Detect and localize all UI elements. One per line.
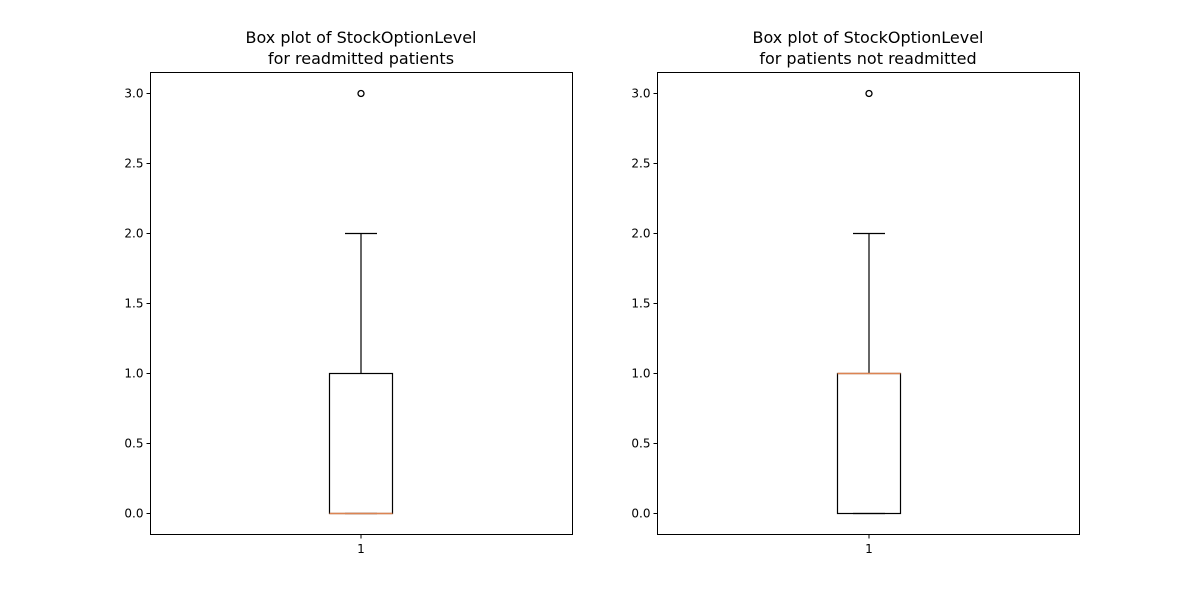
x-tick-label: 1 — [865, 542, 873, 556]
y-tick-label: 1.5 — [124, 297, 143, 311]
box-element — [328, 89, 394, 515]
chart-title-line2: for readmitted patients — [268, 49, 454, 68]
chart-title-line1: Box plot of StockOptionLevel — [246, 28, 477, 47]
box-rect — [836, 372, 902, 515]
outlier-point — [865, 89, 873, 98]
y-axis: 0.0 0.5 1.0 1.5 2.0 2.5 3.0 — [124, 87, 151, 521]
x-tick-label: 1 — [357, 542, 365, 556]
box-element — [836, 89, 902, 515]
y-tick-label: 0.0 — [631, 507, 650, 521]
y-tick-label: 3.0 — [124, 87, 143, 101]
y-tick-label: 3.0 — [631, 87, 650, 101]
subplot-not-readmitted: Box plot of StockOptionLevel for patient… — [631, 28, 1080, 556]
y-tick-label: 1.5 — [631, 297, 650, 311]
chart-title-line1: Box plot of StockOptionLevel — [753, 28, 984, 47]
y-tick-label: 0.5 — [124, 437, 143, 451]
y-tick-label: 2.5 — [631, 157, 650, 171]
outlier-point — [357, 89, 365, 98]
x-axis: 1 — [357, 534, 365, 556]
subplot-readmitted: Box plot of StockOptionLevel for readmit… — [124, 28, 573, 556]
y-tick-label: 1.0 — [631, 367, 650, 381]
y-axis: 0.0 0.5 1.0 1.5 2.0 2.5 3.0 — [631, 87, 658, 521]
y-tick-label: 0.0 — [124, 507, 143, 521]
y-tick-label: 1.0 — [124, 367, 143, 381]
box-rect — [328, 372, 394, 515]
y-tick-label: 2.0 — [124, 227, 143, 241]
y-tick-label: 0.5 — [631, 437, 650, 451]
y-tick-label: 2.0 — [631, 227, 650, 241]
y-tick-label: 2.5 — [124, 157, 143, 171]
chart-title-line2: for patients not readmitted — [759, 49, 976, 68]
x-axis: 1 — [865, 534, 873, 556]
